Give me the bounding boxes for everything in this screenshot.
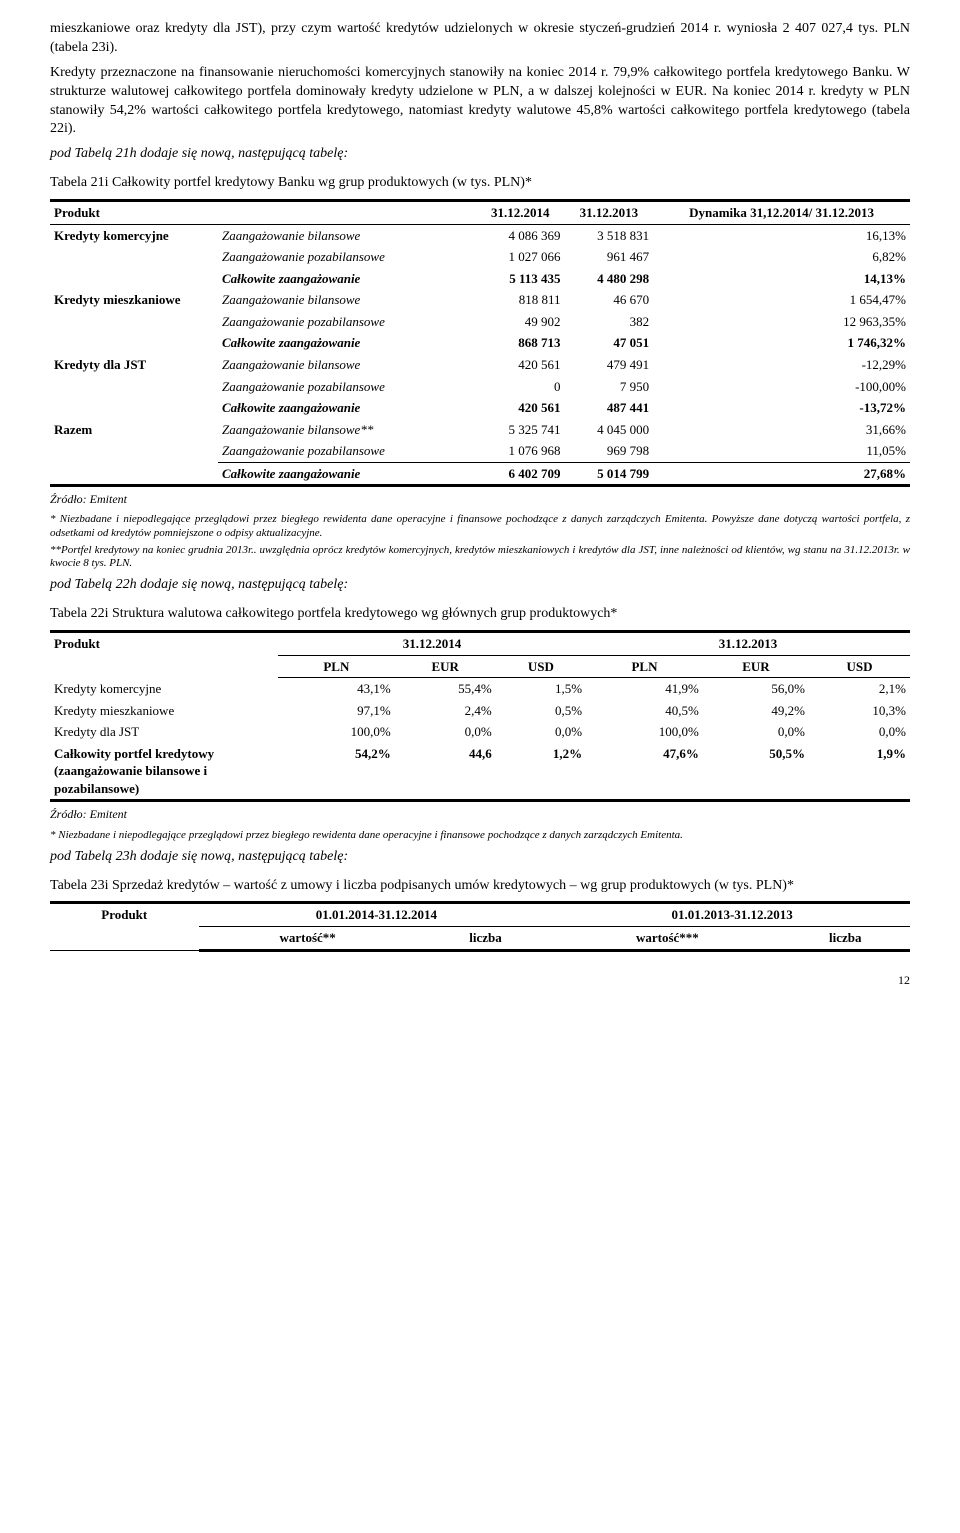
t21-h-d1: 31.12.2014	[476, 201, 565, 225]
t22-title: Tabela 22i Struktura walutowa całkowiteg…	[50, 605, 910, 624]
table-row: Kredyty komercyjneZaangażowanie bilansow…	[50, 224, 910, 246]
table-row: Kredyty mieszkanioweZaangażowanie bilans…	[50, 289, 910, 311]
t23-title: Tabela 23i Sprzedaż kredytów – wartość z…	[50, 877, 910, 896]
table-23i-head: Produkt 01.01.2014-31.12.2014 01.01.2013…	[50, 901, 910, 951]
t21-source: Źródło: Emitent	[50, 491, 910, 507]
t22-h-d1: 31.12.2014	[278, 631, 586, 655]
intro-para-1: mieszkaniowe oraz kredyty dla JST), przy…	[50, 20, 910, 58]
pod-21: pod Tabelą 21h dodaje się nową, następuj…	[50, 145, 910, 164]
table-21i: Produkt 31.12.2014 31.12.2013 Dynamika 3…	[50, 199, 910, 487]
t21-note-b: **Portfel kredytowy na koniec grudnia 20…	[50, 544, 910, 570]
pod-23: pod Tabelą 23h dodaje się nową, następuj…	[50, 848, 910, 867]
t22-note: * Niezbadane i niepodlegające przeglądow…	[50, 829, 910, 842]
page-number: 12	[50, 972, 910, 988]
t21-h-product: Produkt	[50, 201, 476, 225]
table-row: Całkowity portfel kredytowy (zaangażowan…	[50, 743, 910, 801]
t23-h-product: Produkt	[50, 903, 199, 950]
t21-title: Tabela 21i Całkowity portfel kredytowy B…	[50, 174, 910, 193]
t23-h2: 01.01.2013-31.12.2013	[554, 903, 910, 927]
pod-22: pod Tabelą 22h dodaje się nową, następuj…	[50, 576, 910, 595]
table-22i: Produkt 31.12.2014 31.12.2013 PLNEURUSD …	[50, 630, 910, 802]
table-row: Kredyty komercyjne43,1%55,4%1,5%41,9%56,…	[50, 678, 910, 700]
table-row: Kredyty mieszkaniowe97,1%2,4%0,5%40,5%49…	[50, 700, 910, 722]
intro-para-2: Kredyty przeznaczone na finansowanie nie…	[50, 64, 910, 140]
t23-h1: 01.01.2014-31.12.2014	[199, 903, 555, 927]
table-row: Kredyty dla JSTZaangażowanie bilansowe42…	[50, 354, 910, 376]
t21-note-a: * Niezbadane i niepodlegające przeglądow…	[50, 513, 910, 539]
table-row: Kredyty dla JST100,0%0,0%0,0%100,0%0,0%0…	[50, 721, 910, 743]
t22-h-product: Produkt	[50, 631, 278, 677]
table-row: RazemZaangażowanie bilansowe**5 325 7414…	[50, 419, 910, 441]
t21-h-dyn: Dynamika 31,12.2014/ 31.12.2013	[653, 201, 910, 225]
t21-h-d2: 31.12.2013	[565, 201, 654, 225]
t22-source: Źródło: Emitent	[50, 806, 910, 822]
t22-h-d2: 31.12.2013	[586, 631, 910, 655]
